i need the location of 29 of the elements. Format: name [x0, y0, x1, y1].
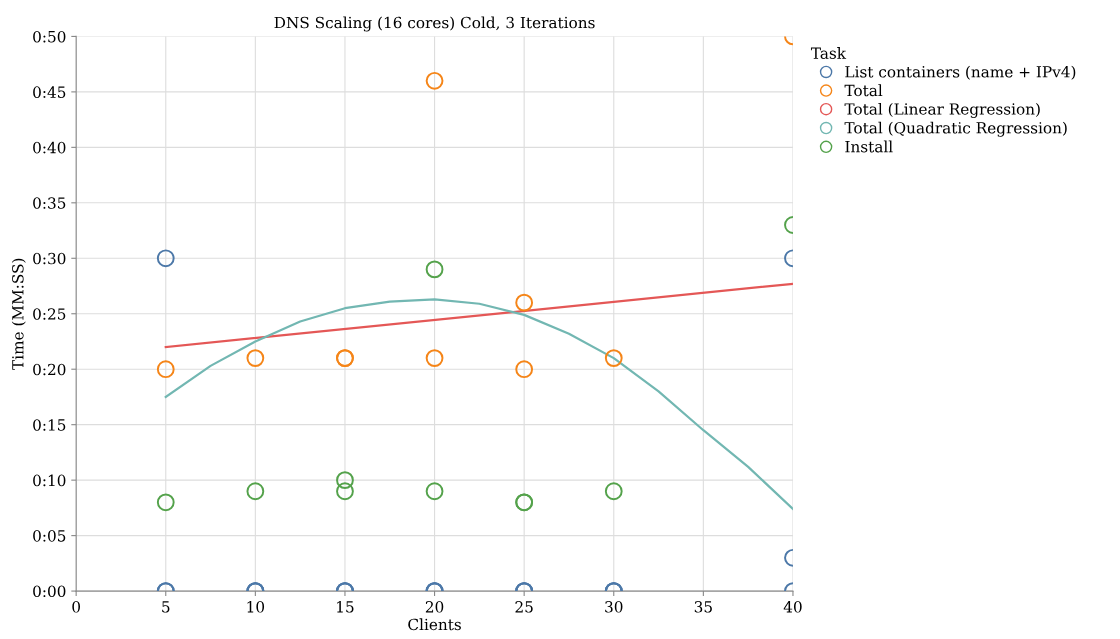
y-tick-label: 0:50 [33, 30, 66, 43]
y-tick-label: 0:15 [33, 419, 66, 431]
y-tick-label: 0:25 [33, 308, 66, 320]
legend-label: Total (Linear Regression) [844, 102, 1040, 118]
y-tick-label: 0:35 [33, 197, 66, 209]
legend-label: Install [845, 140, 893, 153]
legend-label: Total [844, 84, 883, 97]
x-tick-label: 0 [72, 601, 81, 613]
x-tick-label: 35 [694, 601, 712, 613]
x-tick-label: 30 [605, 601, 623, 613]
x-tick-label: 25 [515, 601, 533, 613]
x-axis-title: Clients [408, 618, 461, 631]
y-axis-title: Time (MM:SS) [11, 258, 26, 370]
legend-label: List containers (name + IPv4) [845, 65, 1076, 80]
x-tick-label: 15 [337, 601, 354, 613]
y-tick-label: 0:40 [33, 141, 66, 154]
y-tick-label: 0:10 [33, 474, 66, 487]
x-tick-label: 20 [425, 601, 444, 613]
legend-label: Total (Quadratic Regression) [844, 121, 1067, 137]
y-tick-label: 0:20 [33, 363, 66, 376]
x-tick-label: 5 [162, 601, 170, 613]
y-tick-label: 0:05 [33, 530, 66, 542]
x-tick-label: 40 [783, 601, 802, 613]
y-tick-label: 0:30 [33, 252, 66, 265]
chart-title: DNS Scaling (16 cores) Cold, 3 Iterations [274, 16, 595, 32]
y-tick-label: 0:00 [33, 585, 66, 598]
x-tick-label: 10 [247, 601, 265, 613]
legend-title: Task [810, 47, 847, 59]
y-tick-label: 0:45 [33, 86, 66, 98]
